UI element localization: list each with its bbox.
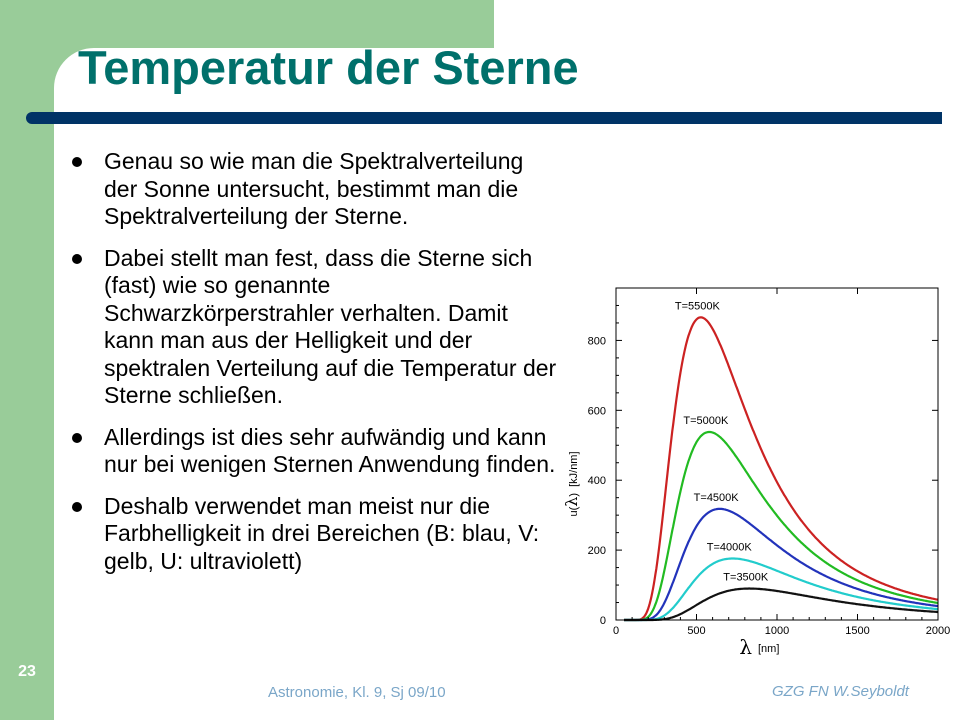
y-axis-label-prefix: u( — [568, 506, 580, 516]
y-tick-label: 0 — [600, 615, 606, 627]
footer-author: GZG FN W.Seyboldt — [772, 683, 909, 700]
bullet-dot-icon — [72, 157, 82, 167]
series-label-5500: T=5500K — [675, 300, 721, 312]
y-axis-label-unit: [kJ/nm] — [568, 451, 580, 486]
series-line-4500 — [624, 507, 939, 622]
x-tick-label: 1500 — [845, 625, 869, 637]
y-axis-label-symbol: λ — [562, 497, 581, 507]
series-line-5500 — [624, 316, 939, 622]
bullet-text: Deshalb verwendet man meist nur die Farb… — [104, 492, 540, 574]
bullet-item: Deshalb verwendet man meist nur die Farb… — [70, 493, 560, 576]
series-label-5000: T=5000K — [683, 415, 729, 427]
x-axis-label-unit: [nm] — [758, 643, 779, 655]
x-axis-label-symbol: λ — [739, 635, 752, 659]
chart-root: u(λ)[kJ/nm] λ [nm] T=5500KT=5000KT=4500K… — [562, 287, 950, 659]
bullet-list: Genau so wie man die Spektralverteilung … — [70, 148, 560, 589]
blackbody-chart: u(λ)[kJ/nm] λ [nm] T=5500KT=5000KT=4500K… — [562, 287, 950, 659]
bullet-item: Genau so wie man die Spektralverteilung … — [70, 148, 560, 231]
slide-title: Temperatur der Sterne — [78, 41, 579, 94]
x-tick-label: 1000 — [765, 625, 789, 637]
y-tick-label: 200 — [588, 545, 606, 557]
series-label-3500: T=3500K — [723, 572, 769, 584]
bullet-item: Allerdings ist dies sehr aufwändig und k… — [70, 424, 560, 479]
bullet-dot-icon — [72, 432, 82, 443]
series-line-4000 — [624, 557, 939, 622]
title-underline-bar — [26, 112, 942, 124]
series-label-4000: T=4000K — [707, 541, 753, 553]
bullet-text: Dabei stellt man fest, dass die Sterne s… — [104, 244, 557, 409]
y-tick-label: 800 — [588, 335, 606, 347]
content-panel — [54, 48, 960, 720]
page-number: 23 — [18, 663, 36, 680]
y-axis-label-suffix: ) — [568, 493, 580, 497]
series-line-5000 — [624, 430, 939, 622]
x-tick-label: 0 — [613, 625, 619, 637]
series-label-4500: T=4500K — [694, 492, 740, 504]
bullet-item: Dabei stellt man fest, dass die Sterne s… — [70, 245, 560, 410]
bullet-text: Genau so wie man die Spektralverteilung … — [104, 148, 524, 229]
y-axis-label: u(λ) [kJ/nm] — [562, 451, 581, 516]
footer-course: Astronomie, Kl. 9, Sj 09/10 — [268, 684, 446, 701]
bullet-dot-icon — [72, 253, 82, 264]
bullet-text: Allerdings ist dies sehr aufwändig und k… — [104, 423, 556, 478]
x-tick-label: 500 — [687, 625, 705, 637]
series-line-3500 — [624, 587, 938, 622]
bullet-dot-icon — [72, 501, 82, 512]
y-tick-label: 400 — [588, 475, 606, 487]
x-tick-label: 2000 — [926, 625, 950, 637]
y-tick-label: 600 — [588, 405, 606, 417]
